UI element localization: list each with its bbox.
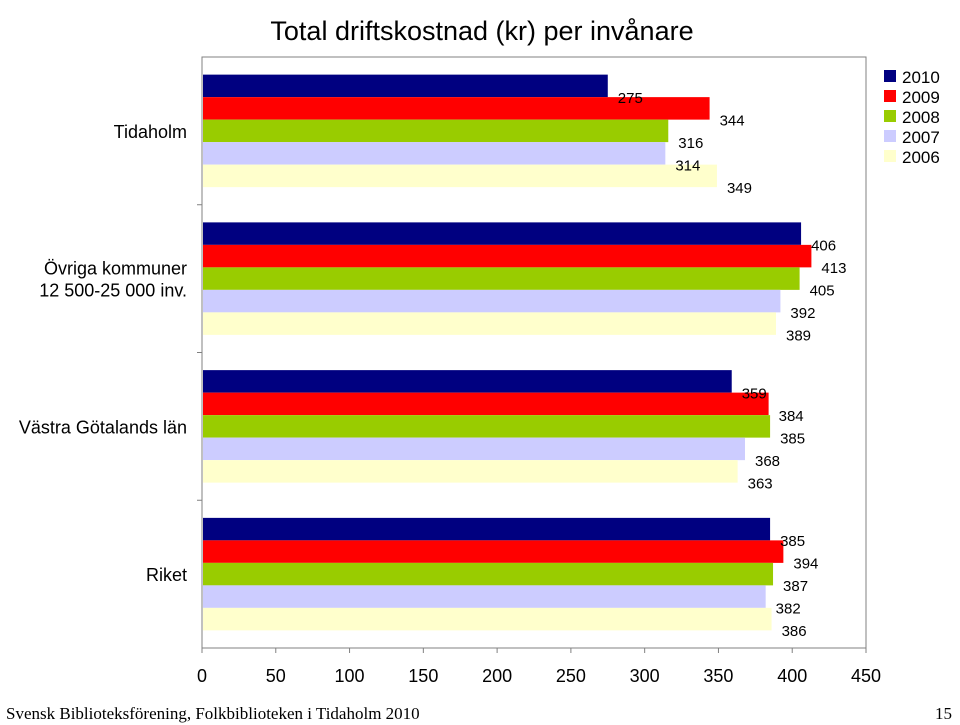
legend-swatch-2008 [884,110,896,122]
bar-2008-1 [203,267,800,290]
bar-2006-1 [203,312,776,335]
bar-2009-1 [203,244,812,268]
data-label-2007-0: 314 [675,157,700,174]
data-label-2008-2: 385 [780,430,805,447]
data-label-2010-0: 275 [618,90,643,107]
bar-2009-3 [203,540,784,563]
bar-2010-3 [203,517,771,541]
x-tick-label: 450 [851,666,881,686]
data-label-2009-0: 344 [720,112,745,129]
bar-2007-3 [203,585,766,608]
bar-2007-1 [203,289,781,313]
legend-label-2008: 2008 [902,108,940,127]
page-number: 15 [935,704,952,723]
data-label-2010-3: 385 [780,533,805,550]
category-label-1: 12 500-25 000 inv. [39,281,187,301]
x-tick-label: 100 [335,666,365,686]
legend-label-2007: 2007 [902,128,940,147]
legend-swatch-2009 [884,90,896,102]
data-label-2009-1: 413 [821,260,846,277]
x-tick-label: 0 [197,666,207,686]
bar-2009-0 [203,97,710,120]
data-label-2009-2: 384 [779,408,804,425]
x-tick-label: 150 [408,666,438,686]
x-tick-label: 250 [556,666,586,686]
bar-2009-2 [203,392,769,416]
chart-title: Total driftskostnad (kr) per invånare [270,16,693,46]
bar-2007-0 [203,142,666,165]
category-label-1: Övriga kommuner [44,259,187,279]
data-label-2007-3: 382 [776,601,801,618]
data-label-2010-1: 406 [811,238,836,255]
x-tick-label: 300 [630,666,660,686]
bar-2008-3 [203,562,774,586]
bar-2010-2 [203,370,732,393]
data-label-2009-3: 394 [793,556,818,573]
bar-2006-3 [203,607,772,631]
legend-swatch-2010 [884,70,896,82]
x-tick-label: 50 [266,666,286,686]
bar-chart: Total driftskostnad (kr) per invånare 27… [19,16,940,686]
legend-label-2010: 2010 [902,68,940,87]
data-label-2006-3: 386 [782,623,807,640]
data-label-2006-2: 363 [748,475,773,492]
bar-2010-1 [203,222,802,245]
data-label-2006-0: 349 [727,180,752,197]
data-label-2010-2: 359 [742,385,767,402]
bar-2006-0 [203,164,717,188]
x-tick-label: 400 [777,666,807,686]
data-label-2008-3: 387 [783,578,808,595]
data-label-2008-1: 405 [810,283,835,300]
data-label-2008-0: 316 [678,135,703,152]
footer: Svensk Biblioteksförening, Folkbibliotek… [0,702,960,725]
x-tick-label: 200 [482,666,512,686]
bar-2008-2 [203,415,771,438]
bar-2007-2 [203,437,746,461]
legend-swatch-2007 [884,130,896,142]
x-tick-label: 350 [703,666,733,686]
data-label-2007-2: 368 [755,453,780,470]
legend-label-2006: 2006 [902,148,940,167]
legend-swatch-2006 [884,150,896,162]
legend-label-2009: 2009 [902,88,940,107]
bar-2006-2 [203,460,738,483]
bar-2010-0 [203,74,608,98]
data-label-2006-1: 389 [786,328,811,345]
category-label-2: Västra Götalands län [19,417,187,437]
bar-2008-0 [203,119,669,143]
footer-source: Svensk Biblioteksförening, Folkbibliotek… [6,704,420,723]
category-label-3: Riket [146,565,187,585]
data-label-2007-1: 392 [790,305,815,322]
category-label-0: Tidaholm [114,122,187,142]
